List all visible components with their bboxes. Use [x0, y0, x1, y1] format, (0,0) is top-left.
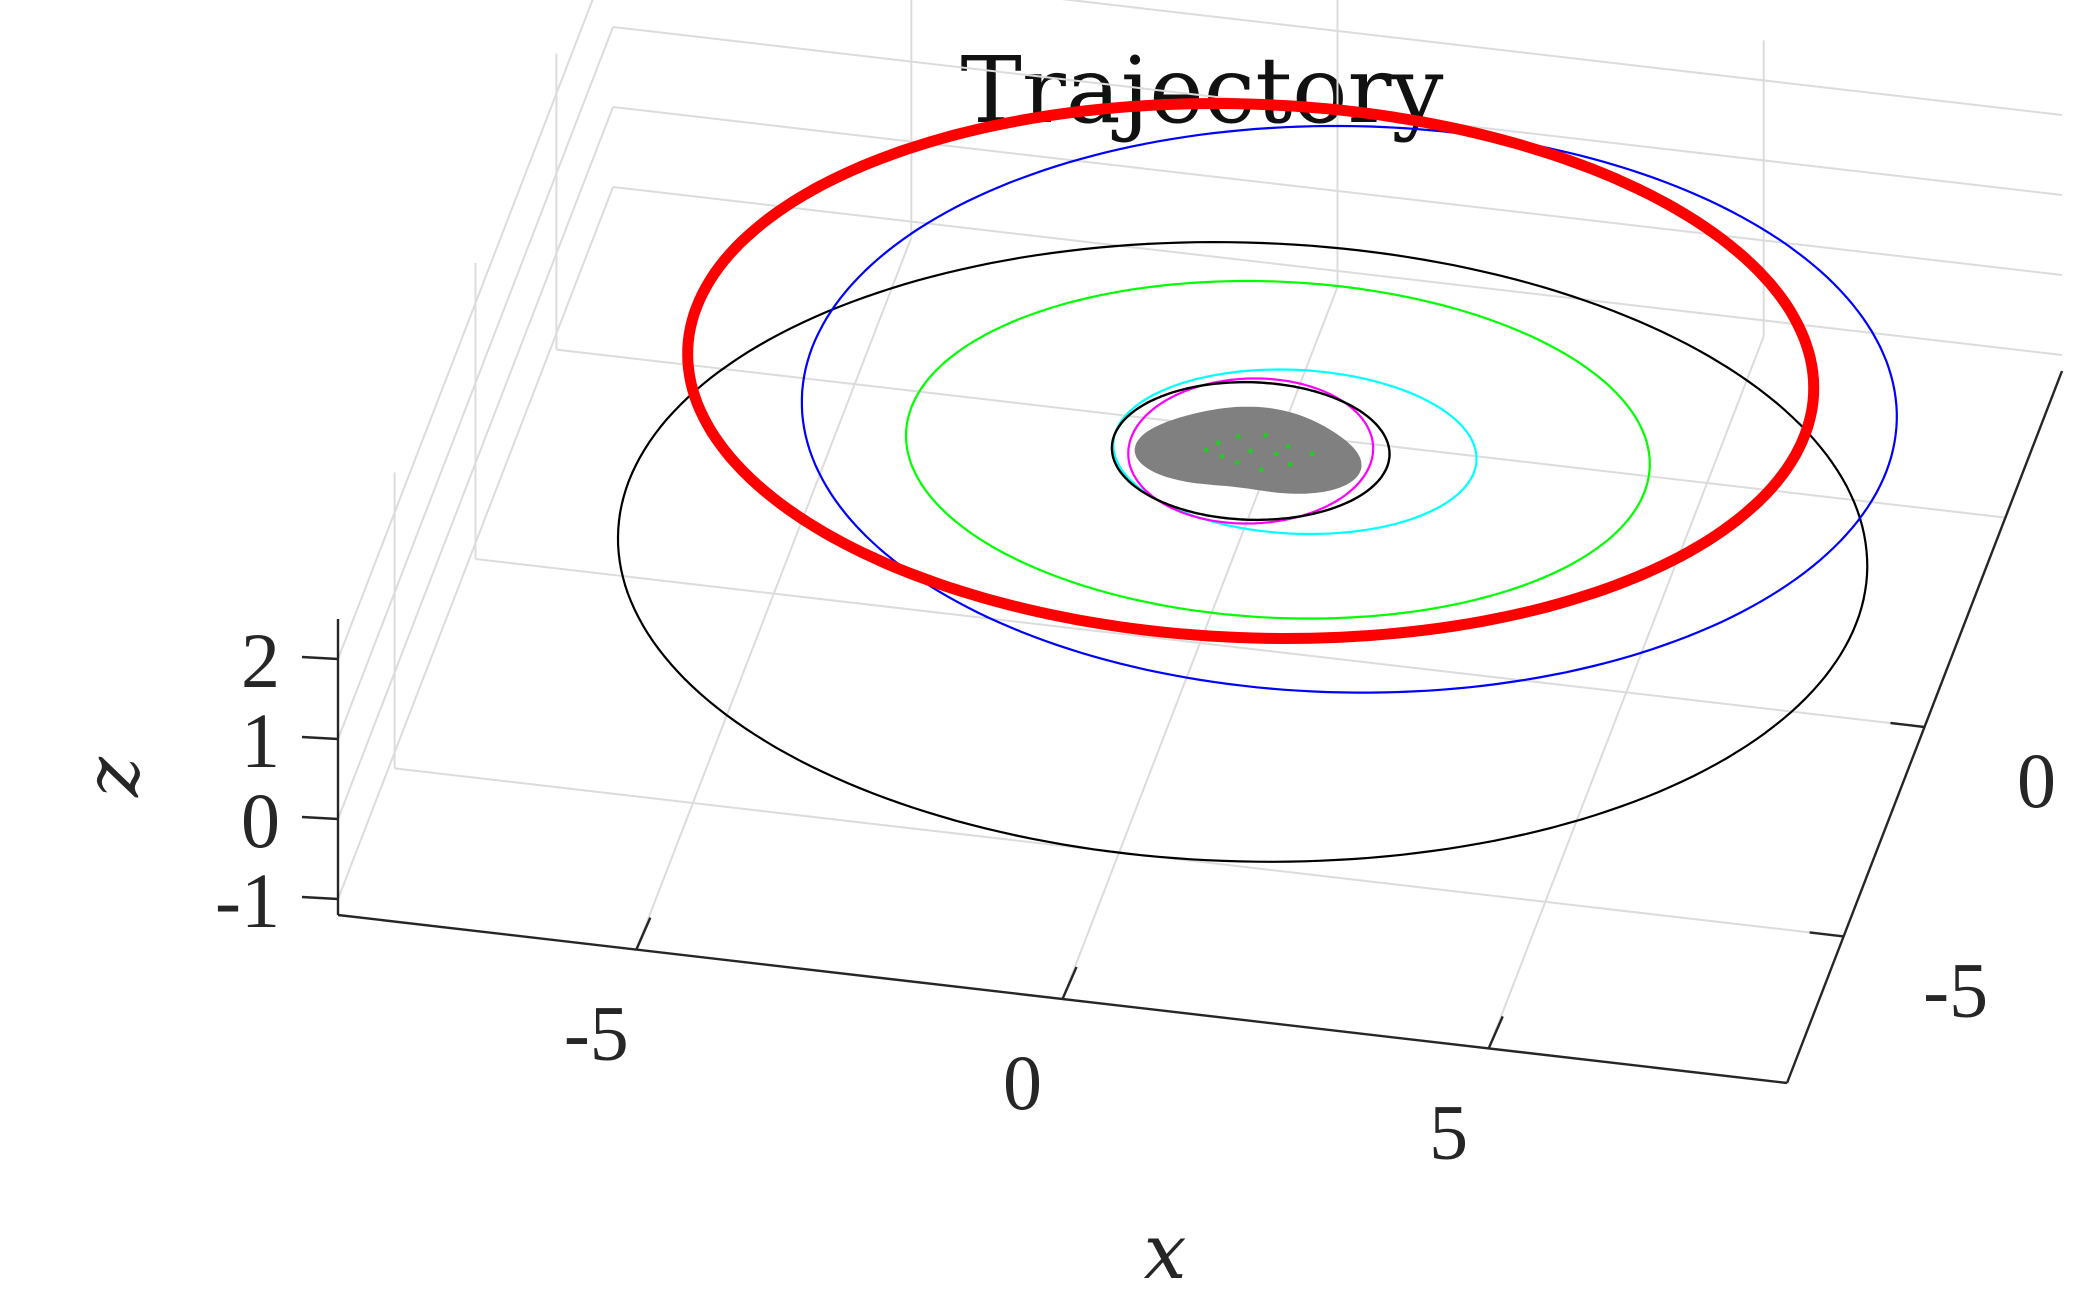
x-tick-mark: [1061, 966, 1078, 1000]
y-tick-mark: [1890, 721, 1925, 729]
backwall-gridline-z: [1061, 0, 2063, 116]
series-lines: [616, 98, 1898, 863]
z-tick-label: 1: [241, 697, 280, 784]
y-tick-mark: [1809, 931, 1844, 938]
x-tick-label: -5: [564, 990, 629, 1077]
surface-point: [1285, 444, 1291, 449]
asteroid-body: [1134, 406, 1362, 494]
central-body: [1134, 406, 1362, 494]
z-tick-mark: [301, 735, 339, 741]
series-line-magenta: [1127, 377, 1375, 525]
z-tick-label: 0: [241, 777, 280, 864]
y-tick-label: 0: [2017, 737, 2056, 824]
leftwall-gridline-z: [337, 186, 614, 900]
series-line-black: [616, 241, 1869, 863]
surface-point: [1263, 432, 1269, 438]
leftwall-gridline-z: [337, 26, 614, 740]
surface-point: [1219, 454, 1225, 459]
x-tick-label: 0: [1003, 1039, 1042, 1126]
leftwall-gridline-z: [337, 0, 594, 660]
series-line-green: [904, 279, 1651, 620]
floor-gridline-y: [475, 558, 1925, 728]
chart-title: Trajectory: [961, 37, 1444, 144]
series-line-red: [682, 98, 1820, 644]
surface-point: [1309, 451, 1315, 457]
x-tick-mark: [635, 917, 652, 951]
series-line-black: [1110, 380, 1391, 522]
x-axis-label: x: [1144, 1207, 1187, 1296]
z-tick-label: 2: [241, 617, 280, 704]
backwall-gridline-z: [612, 186, 2063, 356]
backwall-gridline-z: [612, 106, 2063, 276]
surface-point: [1236, 434, 1241, 439]
gridlines: [337, 0, 2063, 1049]
x-tick-label: 5: [1429, 1088, 1468, 1175]
axes: [301, 370, 2064, 1085]
z-tick-mark: [301, 895, 339, 901]
surface-point: [1204, 447, 1209, 453]
x-tick-mark: [1487, 1015, 1504, 1049]
z-tick-mark: [301, 815, 339, 821]
surface-point: [1287, 461, 1293, 467]
y-tick-label: -5: [1923, 946, 1988, 1033]
surface-point: [1258, 467, 1264, 473]
z-tick-mark: [301, 655, 339, 661]
leftwall-gridline-z: [337, 106, 614, 820]
surface-point: [1215, 440, 1221, 446]
surface-point: [1273, 451, 1279, 457]
z-axis-label: z: [67, 756, 156, 798]
surface-point: [1234, 460, 1240, 465]
surface-point: [1248, 448, 1254, 454]
series-line-blue: [800, 124, 1898, 694]
z-tick-label: -1: [215, 857, 280, 944]
